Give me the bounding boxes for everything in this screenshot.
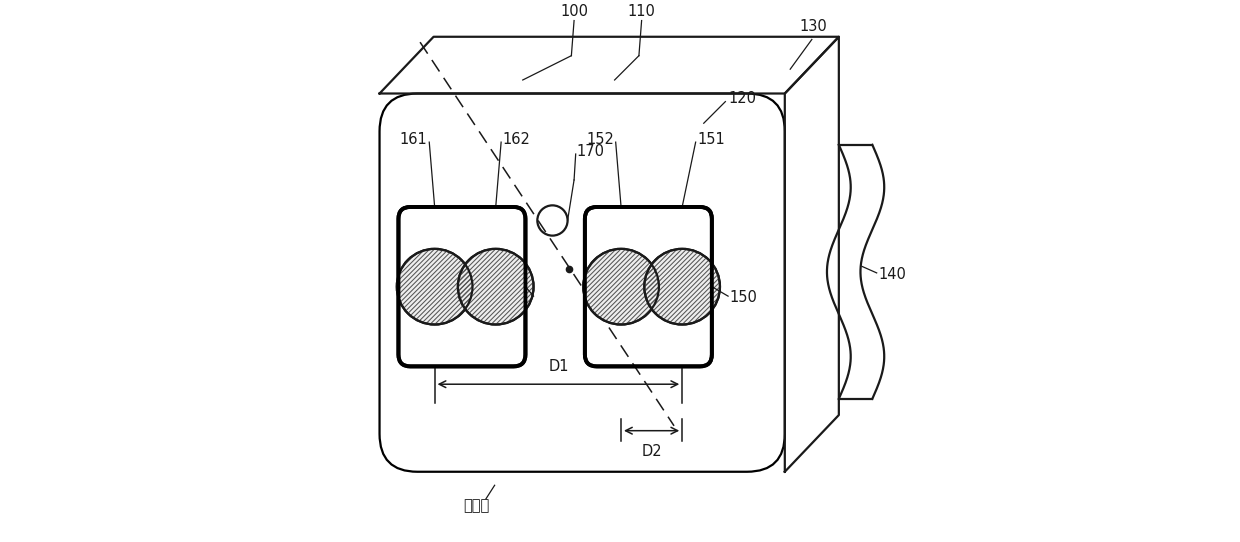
Text: 150: 150 xyxy=(729,291,758,305)
Text: 中轴线: 中轴线 xyxy=(464,498,490,513)
Text: 100: 100 xyxy=(560,4,588,19)
Circle shape xyxy=(458,249,533,325)
Text: 151: 151 xyxy=(697,132,725,147)
Text: 110: 110 xyxy=(627,4,656,19)
Text: 152: 152 xyxy=(587,132,614,147)
Text: 170: 170 xyxy=(577,144,605,159)
Circle shape xyxy=(583,249,658,325)
Text: 160: 160 xyxy=(503,291,532,305)
Text: 120: 120 xyxy=(728,92,756,106)
Circle shape xyxy=(645,249,720,325)
Text: 162: 162 xyxy=(502,132,531,147)
Circle shape xyxy=(397,249,472,325)
Text: D1: D1 xyxy=(548,359,569,375)
Text: 161: 161 xyxy=(399,132,428,147)
Text: 140: 140 xyxy=(878,267,906,282)
Text: D2: D2 xyxy=(641,444,662,459)
Text: 130: 130 xyxy=(800,19,827,34)
